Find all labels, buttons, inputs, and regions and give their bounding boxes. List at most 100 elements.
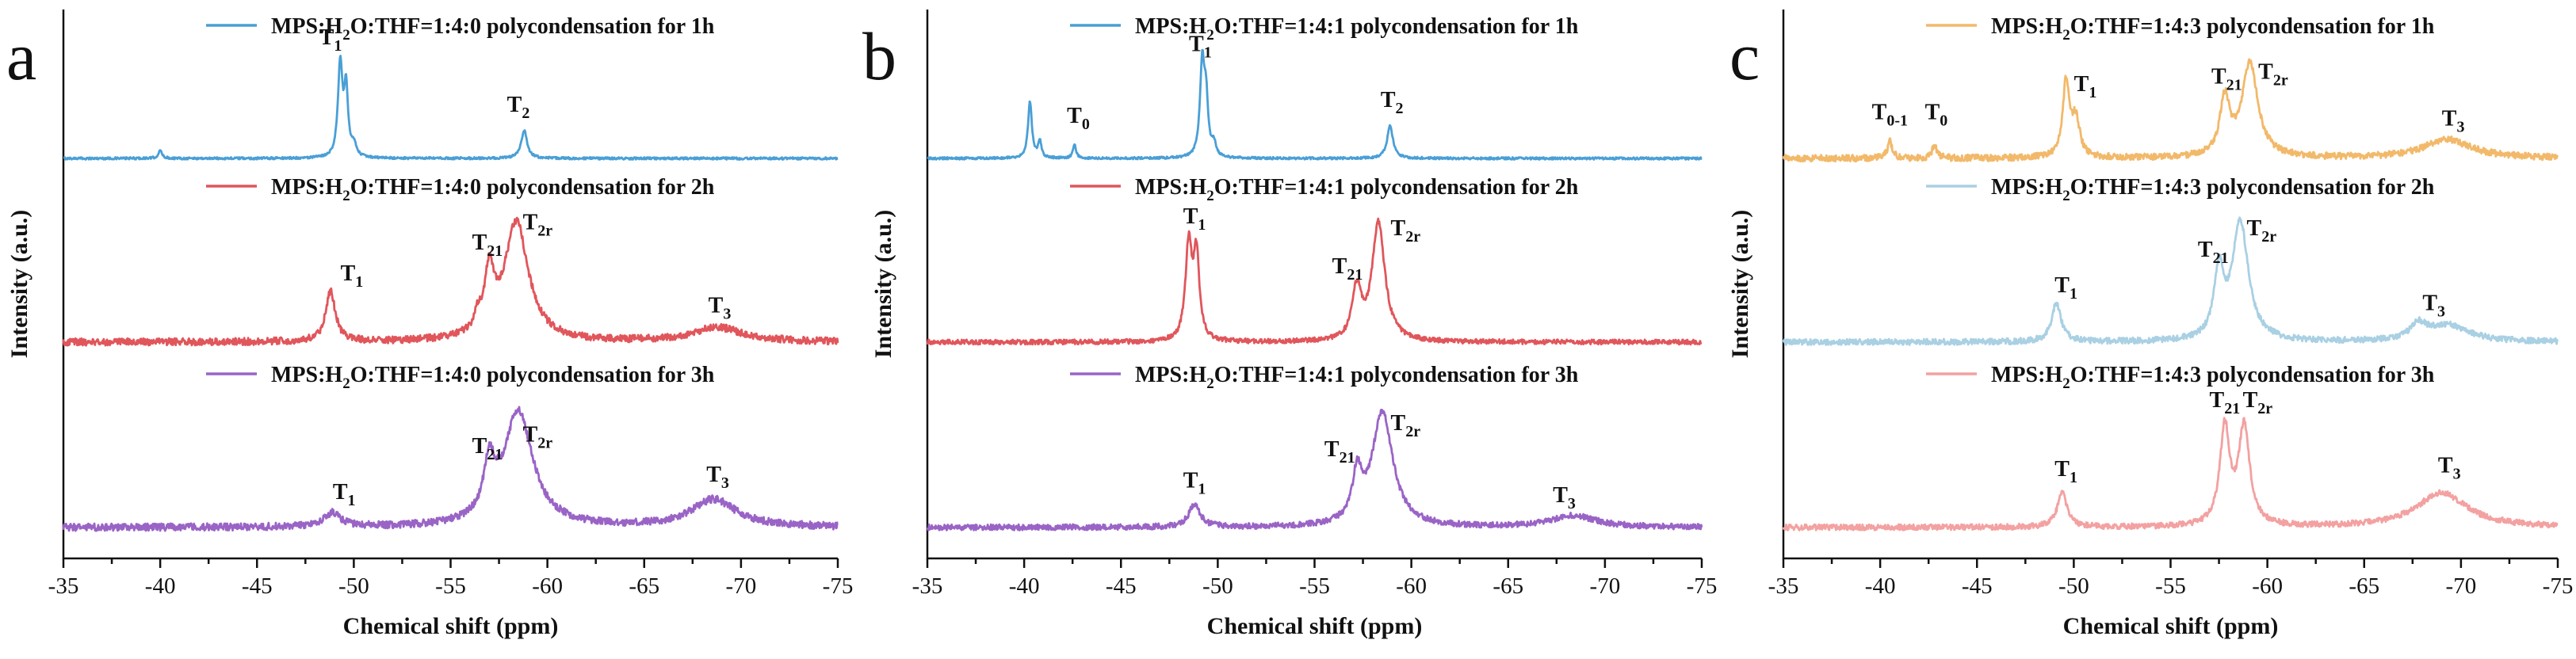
peak-label: T21 [472, 230, 503, 260]
peak-label: T1 [341, 261, 364, 291]
peak-label: T2r [523, 211, 553, 240]
peak-label: T2r [2258, 60, 2288, 90]
legend-label: MPS:H2O:THF=1:4:1 polycondensation for 2… [1135, 175, 1579, 204]
peak-label: T1 [333, 480, 356, 509]
panel-letter: c [1729, 18, 1760, 94]
spectrum-trace [1782, 58, 2559, 163]
series-2: MPS:H2O:THF=1:4:3 polycondensation for 2… [1782, 175, 2559, 346]
peak-label: T1 [2054, 457, 2077, 486]
spectrum-trace [1782, 216, 2559, 346]
spectrum-trace [63, 55, 839, 161]
peak-label: T3 [2438, 453, 2461, 482]
legend-label: MPS:H2O:THF=1:4:0 polycondensation for 3… [271, 363, 715, 392]
legend-label: MPS:H2O:THF=1:4:1 polycondensation for 1… [1135, 14, 1579, 44]
x-tick-label: -40 [1865, 573, 1896, 599]
peak-label: T21 [2210, 388, 2241, 417]
peak-label: T21 [2211, 65, 2242, 94]
spectrum-trace [1782, 417, 2559, 531]
y-axis-title: Intensity (a.u.) [6, 210, 32, 359]
x-tick-label: -75 [2543, 573, 2574, 599]
series-3: MPS:H2O:THF=1:4:3 polycondensation for 3… [1782, 363, 2559, 531]
spectrum-trace [62, 216, 839, 347]
peak-label: T3 [706, 463, 729, 492]
x-axis-title: Chemical shift (ppm) [343, 613, 559, 639]
peak-label: T2r [1391, 216, 1421, 246]
x-tick-label: -70 [2446, 573, 2477, 599]
panel-letter: b [862, 18, 896, 94]
x-tick-label: -45 [1962, 573, 1993, 599]
series-1: MPS:H2O:THF=1:4:1 polycondensation for 1… [927, 14, 1703, 161]
peak-label: T2r [1391, 411, 1421, 440]
y-axis-title: Intensity (a.u.) [1727, 210, 1753, 359]
x-tick-label: -40 [1009, 573, 1040, 599]
x-axis-title: Chemical shift (ppm) [2063, 613, 2279, 639]
peak-label: T2 [507, 93, 530, 122]
peak-label: T0 [1925, 100, 1948, 129]
series-2: MPS:H2O:THF=1:4:1 polycondensation for 2… [926, 175, 1703, 346]
y-axis-title: Intensity (a.u.) [870, 210, 896, 359]
panel-a: a -35 -40 -45 -50 -55 -60 -65 -70 -75 Chemical shi… [6, 10, 853, 639]
legend-label: MPS:H2O:THF=1:4:3 polycondensation for 2… [1991, 175, 2435, 204]
peak-label: T2 [1381, 88, 1404, 117]
x-tick-label: -65 [2349, 573, 2379, 599]
peak-label: T21 [472, 434, 503, 463]
x-tick-label: -45 [242, 573, 273, 599]
peak-label: T3 [709, 294, 732, 323]
x-axis-title: Chemical shift (ppm) [1207, 613, 1423, 639]
x-tick-label: -50 [1202, 573, 1233, 599]
legend-label: MPS:H2O:THF=1:4:1 polycondensation for 3… [1135, 363, 1579, 392]
x-tick-label: -40 [145, 573, 176, 599]
peak-label: T1 [1183, 468, 1206, 497]
axis-frame [926, 10, 1702, 560]
x-tick-label: -60 [2252, 573, 2283, 599]
peak-label: T0-1 [1872, 100, 1908, 129]
x-tick-label: -75 [823, 573, 854, 599]
peak-label: T1 [1183, 204, 1206, 234]
series-3: MPS:H2O:THF=1:4:0 polycondensation for 3… [62, 363, 839, 532]
x-tick-label: -70 [1590, 573, 1621, 599]
peak-label: T1 [2054, 273, 2077, 303]
x-tick-label: -35 [1768, 573, 1799, 599]
peak-label: T0 [1067, 104, 1090, 133]
peak-label: T2r [2243, 388, 2273, 417]
x-tick-label: -55 [1299, 573, 1330, 599]
x-tick-label: -50 [338, 573, 369, 599]
x-tick-label: -55 [2155, 573, 2186, 599]
peak-label: T3 [1553, 483, 1576, 512]
peak-label: T1 [1189, 32, 1212, 61]
panel-letter: a [6, 18, 36, 94]
x-tick-label: -65 [629, 573, 659, 599]
peak-label: T21 [2198, 238, 2229, 267]
x-tick-label: -75 [1687, 573, 1718, 599]
peak-label: T1 [2074, 72, 2097, 101]
x-tick-label: -45 [1106, 573, 1137, 599]
x-tick-label: -50 [2058, 573, 2089, 599]
x-tick-label: -60 [1396, 573, 1427, 599]
series-3: MPS:H2O:THF=1:4:1 polycondensation for 3… [926, 363, 1703, 531]
peak-label: T21 [1324, 437, 1355, 467]
spectrum-trace [62, 406, 839, 532]
legend-label: MPS:H2O:THF=1:4:3 polycondensation for 1… [1991, 14, 2435, 44]
peak-label: T3 [2442, 107, 2465, 136]
spectrum-trace [926, 217, 1703, 346]
x-tick-label: -65 [1492, 573, 1523, 599]
peak-label: T2r [2247, 216, 2277, 246]
spectrum-trace [926, 409, 1703, 531]
spectrum-trace [927, 48, 1703, 161]
x-tick-label: -55 [435, 573, 466, 599]
peak-label: T21 [1332, 254, 1363, 284]
series-1: MPS:H2O:THF=1:4:3 polycondensation for 1… [1782, 14, 2559, 163]
series-2: MPS:H2O:THF=1:4:0 polycondensation for 2… [62, 175, 839, 347]
legend-label: MPS:H2O:THF=1:4:0 polycondensation for 2… [271, 175, 715, 204]
legend-label: MPS:H2O:THF=1:4:3 polycondensation for 3… [1991, 363, 2435, 392]
series-1: MPS:H2O:THF=1:4:0 polycondensation for 1… [63, 14, 839, 161]
x-tick-label: -35 [912, 573, 943, 599]
x-tick-label: -60 [532, 573, 563, 599]
panel-c: c -35 -40 -45 -50 -55 -60 -65 -70 -75 Chemical shi… [1727, 10, 2573, 639]
legend-label: MPS:H2O:THF=1:4:0 polycondensation for 1… [271, 14, 715, 44]
x-tick-label: -70 [726, 573, 757, 599]
panel-b: b -35 -40 -45 -50 -55 -60 -65 -70 -75 Chemical shi… [862, 10, 1717, 639]
x-tick-label: -35 [48, 573, 79, 599]
peak-label: T3 [2422, 291, 2445, 321]
